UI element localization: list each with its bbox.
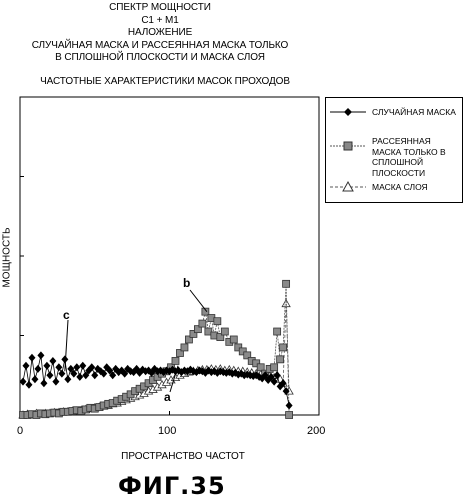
point-diamond	[76, 373, 83, 381]
point-diamond	[73, 363, 80, 371]
point-square	[286, 412, 293, 419]
point-diamond	[37, 351, 44, 359]
point-square	[214, 318, 221, 325]
leader-c	[65, 320, 68, 371]
point-square	[172, 357, 179, 364]
point-diamond	[19, 378, 26, 386]
point-diamond	[52, 378, 59, 386]
point-diamond	[40, 379, 47, 387]
annotation-c: c	[63, 308, 70, 322]
annotation-b: b	[183, 276, 190, 290]
point-square	[277, 356, 284, 363]
point-diamond	[31, 375, 38, 383]
point-diamond	[46, 371, 53, 379]
point-diamond	[58, 370, 65, 378]
point-diamond	[79, 362, 86, 370]
series-line-1	[23, 284, 289, 415]
legend-label-layer: МАСКА СЛОЯ	[372, 182, 428, 193]
point-diamond	[91, 371, 98, 379]
point-square	[257, 364, 264, 371]
x-tick-100: 100	[158, 425, 176, 437]
x-tick-0: 0	[17, 425, 23, 437]
point-triangle	[282, 300, 290, 307]
plot-series	[19, 280, 293, 418]
legend: СЛУЧАЙНАЯ МАСКА РАССЕЯННАЯ МАСКА ТОЛЬКО …	[325, 97, 463, 203]
legend-label-random: СЛУЧАЙНАЯ МАСКА	[372, 107, 456, 118]
x-tick-200: 200	[307, 425, 325, 437]
point-square	[271, 364, 278, 371]
point-diamond	[34, 365, 41, 373]
point-square	[221, 328, 228, 335]
point-square	[181, 344, 188, 351]
leader-b	[190, 290, 207, 312]
legend-diamond-icon	[344, 108, 352, 116]
legend-label-scattered: РАССЕЯННАЯ МАСКА ТОЛЬКО В СПЛОШНОЙ ПЛОСК…	[372, 136, 460, 178]
point-diamond	[28, 354, 35, 362]
annotation-a: a	[164, 390, 171, 404]
point-square	[230, 336, 237, 343]
legend-square-icon	[344, 142, 352, 150]
point-diamond	[43, 362, 50, 370]
point-square	[280, 344, 287, 351]
point-square	[199, 320, 206, 327]
point-square	[274, 328, 281, 335]
x-axis-label: ПРОСТРАНСТВО ЧАСТОТ	[108, 451, 258, 462]
point-diamond	[49, 357, 56, 365]
point-square	[283, 280, 290, 287]
point-diamond	[55, 363, 62, 371]
y-axis-label: МОЩНОСТЬ	[2, 227, 13, 289]
point-diamond	[286, 401, 293, 409]
point-diamond	[25, 381, 32, 389]
figure-caption: ФИГ.35	[118, 472, 226, 500]
point-diamond	[64, 375, 71, 383]
point-diamond	[22, 362, 29, 370]
point-diamond	[61, 355, 68, 363]
